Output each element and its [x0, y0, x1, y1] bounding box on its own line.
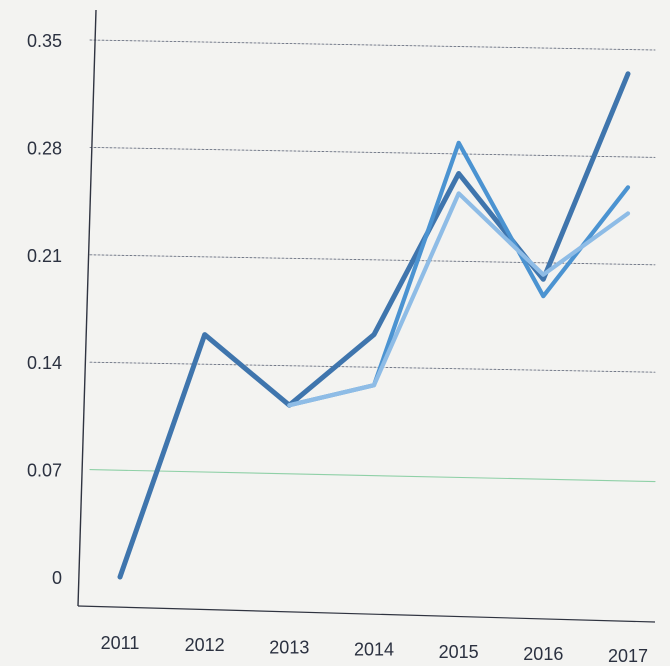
gridline [89, 146, 656, 158]
x-axis-line [77, 605, 656, 623]
x-tick-label: 2017 [608, 646, 648, 666]
tick-labels: 0 0.07 0.14 0.21 0.28 0.35 2011 2012 2013 2014 201… [27, 31, 648, 666]
y-tick-label: 0.07 [27, 461, 62, 481]
series-lines [117, 71, 631, 580]
x-tick-label: 2011 [101, 633, 140, 653]
x-tick-label: 2014 [354, 640, 394, 660]
x-tick-label: 2016 [523, 644, 563, 664]
x-tick-label: 2012 [185, 635, 225, 655]
x-tick-label: 2015 [439, 642, 479, 662]
gridline [89, 361, 656, 373]
gridline [89, 254, 656, 266]
axes [77, 9, 656, 623]
y-tick-label: 0.14 [27, 353, 62, 373]
series-line-3 [287, 191, 631, 408]
x-tick-label: 2013 [269, 637, 309, 657]
y-tick-label: 0.21 [27, 246, 62, 266]
y-axis-line [77, 9, 97, 607]
gridlines [89, 39, 656, 483]
y-tick-label: 0.35 [27, 31, 62, 51]
gridline [89, 469, 656, 483]
y-tick-label: 0 [52, 568, 62, 588]
y-tick-label: 0.28 [27, 138, 62, 158]
gridline [89, 39, 656, 51]
